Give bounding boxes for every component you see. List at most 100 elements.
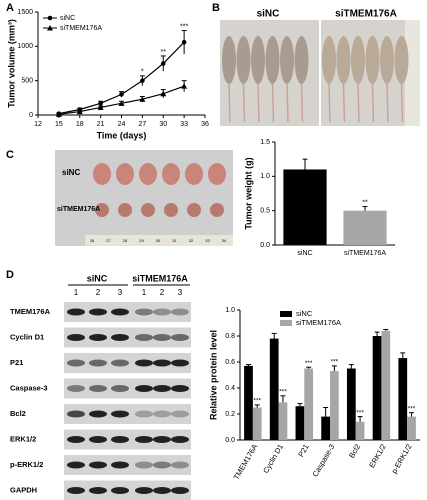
band [111,359,129,367]
mouse-tail [328,83,331,123]
bar [343,210,387,245]
photo-ruler [85,235,233,246]
mouse-tail [386,83,389,123]
band [171,461,189,469]
y-tick-label: 0.0 [260,242,270,249]
x-tick-label: siNC [297,250,312,257]
band [67,487,85,494]
mouse [251,36,265,84]
panel-label: C [6,149,14,161]
y-tick-label: 500 [21,78,33,85]
marker [47,25,53,31]
bar [372,336,382,440]
band [153,308,171,316]
legend-swatch [280,320,292,326]
legend-label: siTMEM176A [296,318,341,327]
band [89,359,107,367]
bar [355,421,365,440]
x-tick-label: 27 [138,121,146,128]
bar [407,416,416,440]
x-tick-label: 21 [97,121,105,128]
photo-label: siTMEM176A [335,9,397,20]
mouse-tail [357,83,360,123]
ruler-label: 30 [156,238,161,243]
significance: *** [180,23,188,30]
y-tick-label: 0.6 [225,359,235,366]
marker [98,101,103,106]
ruler-label: 28 [123,238,128,243]
photo-label: siNC [62,168,80,177]
tumor [139,163,157,185]
protein-label: Cyclin D1 [10,332,44,341]
y-tick-label: 0.2 [225,411,235,418]
y-axis-label: Relative protein level [208,330,218,420]
blot-group: siNC [87,273,108,283]
mouse-tail [271,83,275,123]
band [111,436,129,443]
photo-label: siTMEM176A [57,206,100,213]
band [153,385,171,392]
band [67,436,85,443]
mouse [280,36,294,84]
y-axis-label: Tumor volume (mm³) [6,19,16,108]
protein-label: Caspase-3 [10,383,48,392]
legend-label: siNC [60,15,75,22]
mouse [294,36,309,84]
marker [76,108,83,115]
band [171,410,189,418]
legend-swatch [280,311,292,317]
marker [139,96,146,102]
bar [252,407,262,440]
band [171,334,189,341]
bar [304,368,314,440]
bar [346,368,356,440]
mouse [351,36,365,84]
x-tick-label: 15 [55,121,63,128]
protein-label: TMEM176A [10,307,51,316]
lane-label: 3 [178,288,183,297]
y-tick-label: 1.5 [260,139,270,146]
band [153,436,171,443]
band [135,436,153,443]
x-tick-label: Bcl2 [347,442,362,459]
x-tick-label: P21 [296,442,310,458]
band [111,410,129,418]
photo-label: siNC [257,9,280,20]
significance: *** [331,359,339,366]
marker [119,92,124,97]
marker [55,111,62,117]
band [171,436,189,443]
x-tick-label: 24 [118,121,126,128]
x-tick-label: 12 [34,121,42,128]
y-tick-label: 0.5 [260,208,270,215]
band [135,461,153,469]
y-axis-label: Tumor weight (g) [243,157,253,229]
band [153,334,171,341]
band [111,461,129,469]
significance: *** [279,389,287,396]
tumor [164,203,178,217]
band [171,308,189,316]
protein-label: Bcl2 [10,409,26,418]
band [67,410,85,418]
legend-label: siTMEM176A [60,25,102,32]
x-tick-label: Cyclin D1 [261,442,285,474]
band [67,334,85,341]
band [111,487,129,494]
band [89,334,107,341]
mouse [265,36,280,84]
panel-label: B [212,2,220,14]
x-tick-label: p-ERK1/2 [390,442,414,475]
marker [47,15,53,21]
mouse-tail [400,83,404,123]
mouse [222,36,236,84]
tumor [116,163,134,185]
bar [278,402,288,440]
y-tick-label: 1.0 [225,307,235,314]
ruler-label: 29 [139,238,144,243]
mouse-tail [371,83,375,123]
band [135,359,153,367]
band [111,385,129,392]
y-tick-label: 0 [29,112,33,119]
